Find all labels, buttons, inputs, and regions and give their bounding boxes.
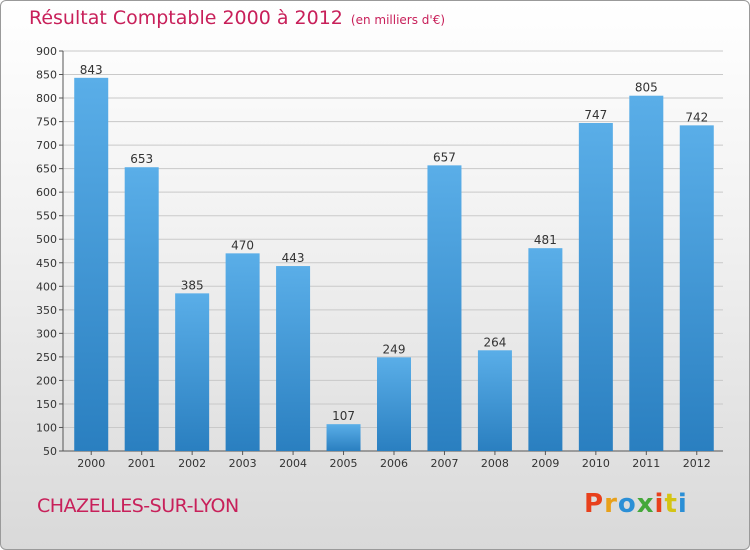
value-label-2007: 657 [433,150,456,164]
y-tick-label-500: 500 [36,233,57,246]
labels: 50 100 150 200 250 300 350 400 450 500 550 600 650 70… [36,45,711,470]
value-label-2008: 264 [483,335,506,349]
y-tick-label-850: 850 [36,69,57,82]
bar-2003 [225,253,260,451]
logo-letter: r [604,489,618,519]
proxiti-logo: Proxiti [584,489,688,519]
value-label-2004: 443 [282,251,305,265]
bar-2005 [326,424,361,451]
x-tick-label-2012: 2012 [683,457,711,470]
value-label-2001: 653 [130,152,153,166]
gridlines [63,50,723,452]
bar-2006 [377,357,411,451]
value-label-2005: 107 [332,409,355,423]
value-label-2011: 805 [635,81,658,95]
y-tick-label-550: 550 [36,210,57,223]
y-tick-label-650: 650 [36,163,57,176]
chart-title: Résultat Comptable 2000 à 2012 (en millie… [29,7,445,29]
y-tick-label-700: 700 [36,139,57,152]
x-tick-label-2007: 2007 [430,457,458,470]
x-tick-label-2005: 2005 [330,457,358,470]
logo-letter: x [636,489,655,519]
y-tick-label-900: 900 [36,45,57,58]
x-tick-label-2008: 2008 [481,457,509,470]
x-tick-label-2001: 2001 [128,457,156,470]
y-tick-label-750: 750 [36,116,57,129]
logo-letter: i [677,489,688,519]
value-label-2009: 481 [534,233,557,247]
bar-2012 [679,125,714,452]
x-tick-label-2003: 2003 [229,457,257,470]
value-label-2006: 249 [383,342,406,356]
bar-2000 [74,77,109,451]
y-tick-label-350: 350 [36,304,57,317]
chart-title-text: Résultat Comptable 2000 à 2012 [29,7,343,29]
bar-2007 [427,165,462,451]
x-tick-label-2004: 2004 [279,457,307,470]
y-tick-label-450: 450 [36,257,57,270]
y-tick-label-300: 300 [36,327,57,340]
y-tick-label-150: 150 [36,398,57,411]
bar-2002 [175,293,210,451]
bar-2004 [276,266,311,451]
value-label-2002: 385 [181,278,204,292]
bar-2009 [528,248,563,451]
value-label-2000: 843 [80,63,103,77]
logo-letter: P [584,489,605,519]
y-tick-label-100: 100 [36,421,57,434]
x-tick-label-2000: 2000 [77,457,105,470]
y-tick-label-600: 600 [36,186,57,199]
y-tick-label-800: 800 [36,92,57,105]
x-tick-label-2009: 2009 [531,457,559,470]
value-label-2003: 470 [231,238,254,252]
x-tick-label-2002: 2002 [178,457,206,470]
y-tick-label-400: 400 [36,280,57,293]
x-tick-label-2010: 2010 [582,457,610,470]
value-label-2010: 747 [584,108,607,122]
logo-letter: t [664,489,678,519]
bar-2001 [124,167,159,451]
bar-2011 [629,95,664,452]
x-tick-label-2011: 2011 [632,457,660,470]
chart-subtitle: (en milliers d'€) [350,13,446,27]
value-label-2012: 742 [685,110,708,124]
y-tick-label-250: 250 [36,351,57,364]
y-tick-label-50: 50 [43,445,57,458]
x-tick-label-2006: 2006 [380,457,408,470]
bar-2010 [578,123,613,451]
bars [74,77,714,452]
logo-letter: i [654,489,665,519]
logo-letter: o [617,489,637,519]
y-tick-label-200: 200 [36,374,57,387]
city-name: CHAZELLES-SUR-LYON [37,495,239,517]
bar-2008 [477,350,512,451]
